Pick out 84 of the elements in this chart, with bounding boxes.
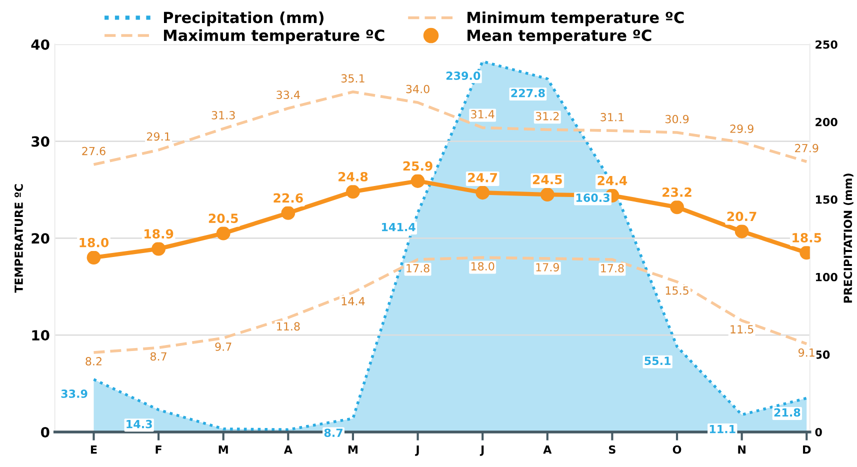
x-tick-label: D — [803, 446, 811, 454]
data-label: 21.8 — [774, 408, 800, 417]
point — [346, 184, 360, 199]
point — [410, 174, 425, 188]
data-label: 17.8 — [406, 264, 430, 272]
data-label: 27.9 — [795, 144, 818, 152]
data-label: 11.5 — [730, 325, 754, 334]
data-label: 11.8 — [277, 322, 300, 331]
x-tick-label: M — [348, 446, 358, 454]
legend-label: Precipitation (mm) — [164, 11, 324, 26]
data-label: 15.5 — [666, 286, 688, 295]
data-label: 55.1 — [644, 356, 671, 366]
data-label: 31.2 — [536, 112, 559, 120]
data-label: 14.4 — [342, 297, 365, 306]
data-label: 8.2 — [86, 357, 102, 366]
y2-tick-label: 200 — [816, 118, 838, 126]
point — [216, 226, 230, 240]
data-label: 25.9 — [403, 161, 432, 171]
data-label: 29.1 — [146, 132, 170, 141]
data-label: 30.9 — [665, 114, 689, 124]
point — [86, 250, 101, 264]
point — [281, 206, 296, 220]
data-label: 9.7 — [215, 342, 232, 351]
data-label: 18.0 — [80, 238, 109, 248]
data-label: 14.3 — [126, 420, 152, 428]
y2-tick-label: 150 — [816, 195, 838, 204]
data-label: 17.8 — [601, 264, 624, 272]
data-label: 17.9 — [536, 263, 559, 272]
y-axis-title: TEMPERATURE ºC — [14, 184, 23, 293]
data-label: 20.5 — [208, 214, 238, 224]
y2-tick-label: 250 — [816, 40, 838, 49]
legend-label: Mean temperature ºC — [468, 30, 652, 44]
data-label: 22.6 — [274, 193, 303, 203]
legend-label: Minimum temperature ºC — [468, 11, 684, 26]
x-tick-label: S — [608, 445, 616, 454]
data-label: 23.2 — [662, 187, 692, 197]
x-tick-label: N — [738, 446, 746, 454]
data-label: 24.8 — [338, 172, 368, 182]
data-label: 239.0 — [446, 72, 480, 80]
data-label: 31.1 — [600, 112, 624, 122]
data-label: 31.4 — [471, 110, 494, 118]
data-label: 24.7 — [468, 172, 498, 182]
y-tick-label: 0 — [40, 426, 50, 438]
data-label: 18.9 — [144, 229, 174, 239]
x-tick-label: J — [415, 446, 419, 456]
y-tick-label: 10 — [32, 330, 50, 341]
x-tick-label: F — [156, 446, 162, 454]
data-label: 8.7 — [324, 428, 342, 437]
x-tick-label: O — [672, 445, 682, 454]
data-label: 24.4 — [598, 176, 628, 186]
data-label: 9.1 — [798, 348, 814, 357]
y2-axis-title: PRECIPITATION (mm) — [843, 174, 854, 303]
x-tick-label: J — [480, 446, 484, 456]
data-label: 8.7 — [150, 352, 166, 361]
x-tick-label: E — [90, 446, 97, 454]
point — [476, 186, 490, 200]
data-label: 34.0 — [406, 84, 430, 94]
data-label: 18.0 — [471, 262, 494, 270]
data-label: 31.3 — [212, 110, 235, 120]
point — [670, 200, 684, 214]
x-tick-label: M — [218, 446, 228, 454]
data-label: 227.8 — [511, 88, 545, 98]
data-label: 141.4 — [382, 222, 416, 232]
data-label: 35.1 — [341, 74, 364, 83]
data-label: 27.6 — [82, 146, 106, 156]
y-tick-label: 30 — [32, 136, 50, 147]
point — [734, 224, 749, 238]
data-label: 29.9 — [730, 124, 754, 133]
legend-label: Maximum temperature ºC — [164, 29, 384, 44]
data-label: 24.5 — [532, 174, 562, 184]
y2-tick-label: 0 — [815, 428, 822, 436]
data-label: 11.1 — [710, 425, 736, 434]
y-tick-label: 20 — [32, 233, 50, 244]
data-label: 18.5 — [792, 232, 822, 242]
data-label: 33.9 — [61, 390, 88, 398]
point — [540, 188, 554, 202]
x-tick-label: A — [543, 446, 552, 454]
data-label: 33.4 — [276, 90, 300, 100]
x-tick-label: A — [284, 446, 292, 454]
y-tick-label: 40 — [31, 39, 50, 50]
data-label: 20.7 — [727, 212, 756, 222]
y2-tick-label: 100 — [816, 272, 838, 282]
point — [152, 242, 166, 256]
data-label: 160.3 — [576, 194, 610, 202]
